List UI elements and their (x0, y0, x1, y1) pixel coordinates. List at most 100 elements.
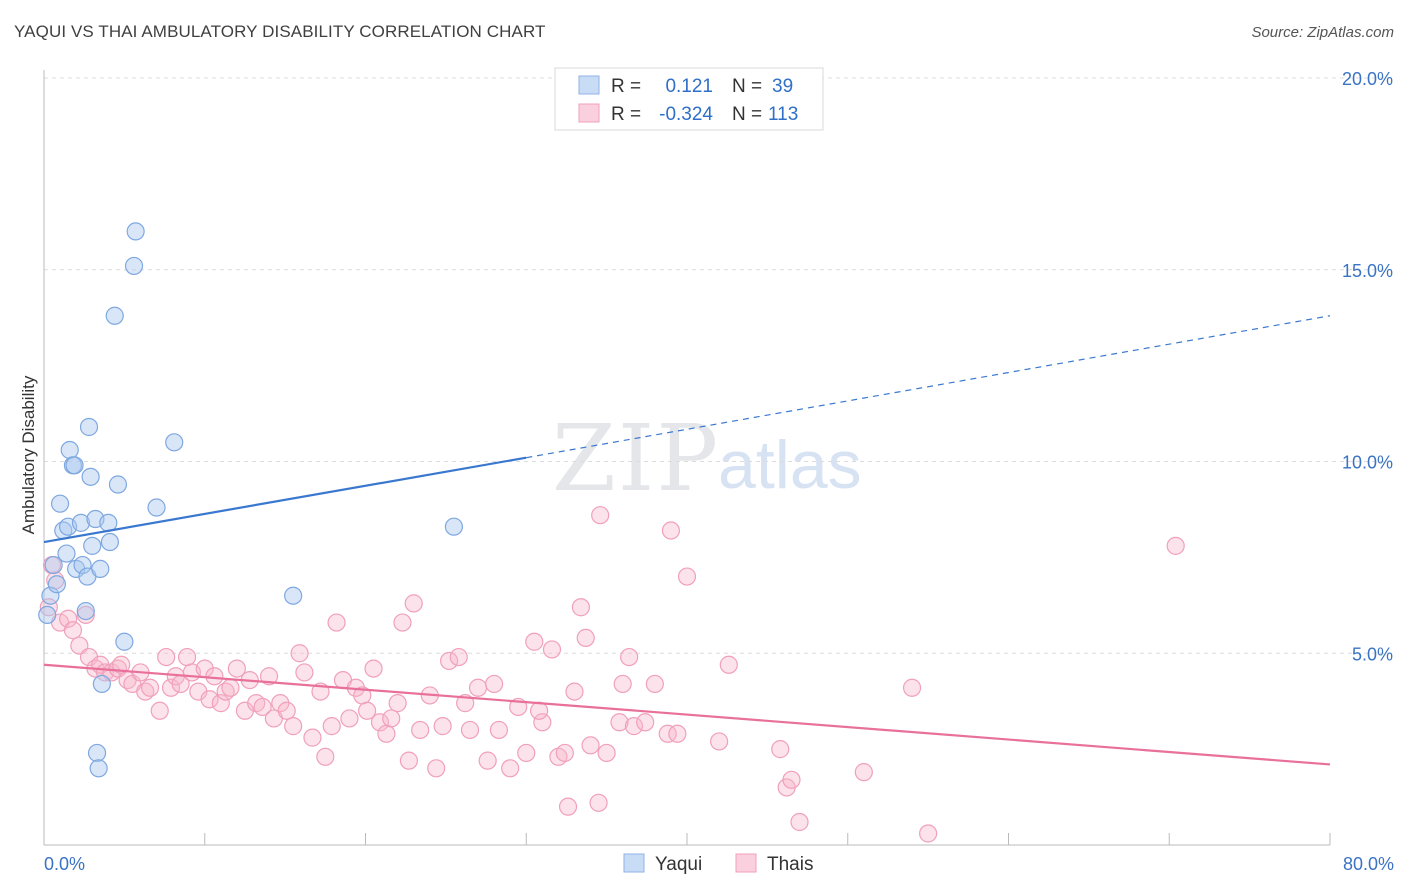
yaqui-series (38, 222, 464, 778)
thais-point (295, 663, 314, 682)
legend-r-label-thais: R = (611, 104, 641, 125)
legend-r-value-thais: -0.324 (659, 104, 713, 125)
yaqui-point (100, 532, 120, 552)
thais-point (525, 632, 544, 651)
yaqui-point (65, 456, 84, 475)
watermark-atlas: atlas (718, 427, 862, 503)
thais-point (624, 717, 644, 736)
thais-point (677, 567, 697, 586)
yaqui-point (89, 759, 108, 778)
thais-point (177, 647, 197, 667)
bottom-legend-swatch-yaqui (623, 853, 645, 873)
yaqui-point (91, 559, 110, 578)
yaqui-point (79, 417, 99, 437)
thais-point (303, 728, 322, 747)
thais-point (517, 743, 536, 763)
yaqui-point (76, 601, 95, 621)
thais-point (571, 598, 591, 617)
thais-point (581, 736, 600, 755)
thais-point (59, 609, 78, 628)
yaqui-point (47, 575, 66, 594)
watermark-zip: ZIP (552, 405, 720, 512)
y-axis-label: Ambulatory Disability (19, 375, 38, 534)
thais-point (200, 690, 219, 709)
thais-point (460, 720, 480, 740)
thais-point (478, 751, 497, 770)
thais-point (399, 751, 419, 770)
yaqui-point (444, 517, 464, 536)
grid-lines (44, 77, 1392, 654)
thais-point (316, 747, 335, 766)
yaqui-point (44, 555, 63, 575)
thais-point (636, 713, 655, 732)
trendline-thais (43, 663, 1331, 766)
thais-point (576, 628, 595, 648)
thais-point (620, 647, 639, 667)
thais-point (277, 701, 296, 720)
yaqui-point (105, 306, 124, 325)
thais-point (530, 701, 549, 720)
thais-point (358, 701, 377, 720)
legend-r-value-yaqui: 0.121 (665, 76, 713, 97)
legend-n-label-yaqui: N = (732, 76, 762, 97)
thais-point (613, 674, 632, 694)
legend-swatch-yaqui (578, 75, 600, 95)
thais-point (790, 812, 809, 832)
yaqui-point (87, 743, 107, 763)
thais-point (205, 667, 224, 686)
yaqui-point (165, 433, 184, 452)
bottom-legend-swatch-thais (735, 853, 757, 873)
bottom-legend-label-thais: Thais (767, 854, 813, 875)
thais-point (382, 709, 401, 728)
thais-point (902, 678, 922, 697)
x-axis-ticks (43, 833, 1331, 845)
legend-r-label-yaqui: R = (611, 76, 641, 97)
thais-point (565, 682, 584, 701)
yaqui-point (124, 256, 144, 276)
thais-point (489, 720, 509, 740)
thais-point (377, 724, 396, 743)
yaqui-point (38, 605, 57, 625)
thais-point (449, 647, 468, 667)
thais-point (63, 621, 83, 640)
y-tick-label: 20.0% (1342, 69, 1393, 89)
thais-point (284, 717, 303, 736)
yaqui-point (147, 498, 166, 517)
yaqui-point (108, 475, 128, 494)
thais-point (150, 701, 169, 720)
thais-point (39, 598, 58, 617)
thais-point (364, 659, 383, 678)
yaqui-point (71, 513, 91, 532)
legend-bottom: Yaqui Thais (623, 853, 813, 875)
thais-point (555, 743, 574, 763)
legend-top-box (554, 67, 824, 131)
trendlines (43, 315, 1331, 766)
source-label: Source: ZipAtlas.com (1251, 24, 1394, 41)
thais-point (404, 594, 423, 613)
thais-point (253, 697, 272, 717)
thais-point (854, 763, 873, 782)
thais-point (221, 678, 240, 697)
thais-point (610, 713, 629, 732)
y-tick-label: 5.0% (1352, 644, 1393, 664)
y-tick-label: 10.0% (1342, 453, 1393, 473)
yaqui-point (126, 222, 145, 241)
legend-swatch-thais (578, 103, 600, 123)
thais-point (661, 521, 681, 540)
thais-point (542, 640, 562, 659)
thais-point (782, 770, 801, 789)
thais-point (456, 694, 475, 713)
thais-point (597, 743, 616, 763)
thais-point (259, 667, 279, 686)
thais-point (468, 678, 488, 697)
yaqui-point (60, 440, 79, 460)
x-tick-label-min: 0.0% (44, 854, 85, 874)
yaqui-point (81, 467, 100, 486)
thais-point (668, 724, 687, 743)
thais-point (645, 674, 664, 694)
thais-series (39, 506, 1185, 843)
yaqui-point (92, 674, 111, 694)
thais-point (533, 713, 552, 732)
thais-point (433, 717, 452, 736)
